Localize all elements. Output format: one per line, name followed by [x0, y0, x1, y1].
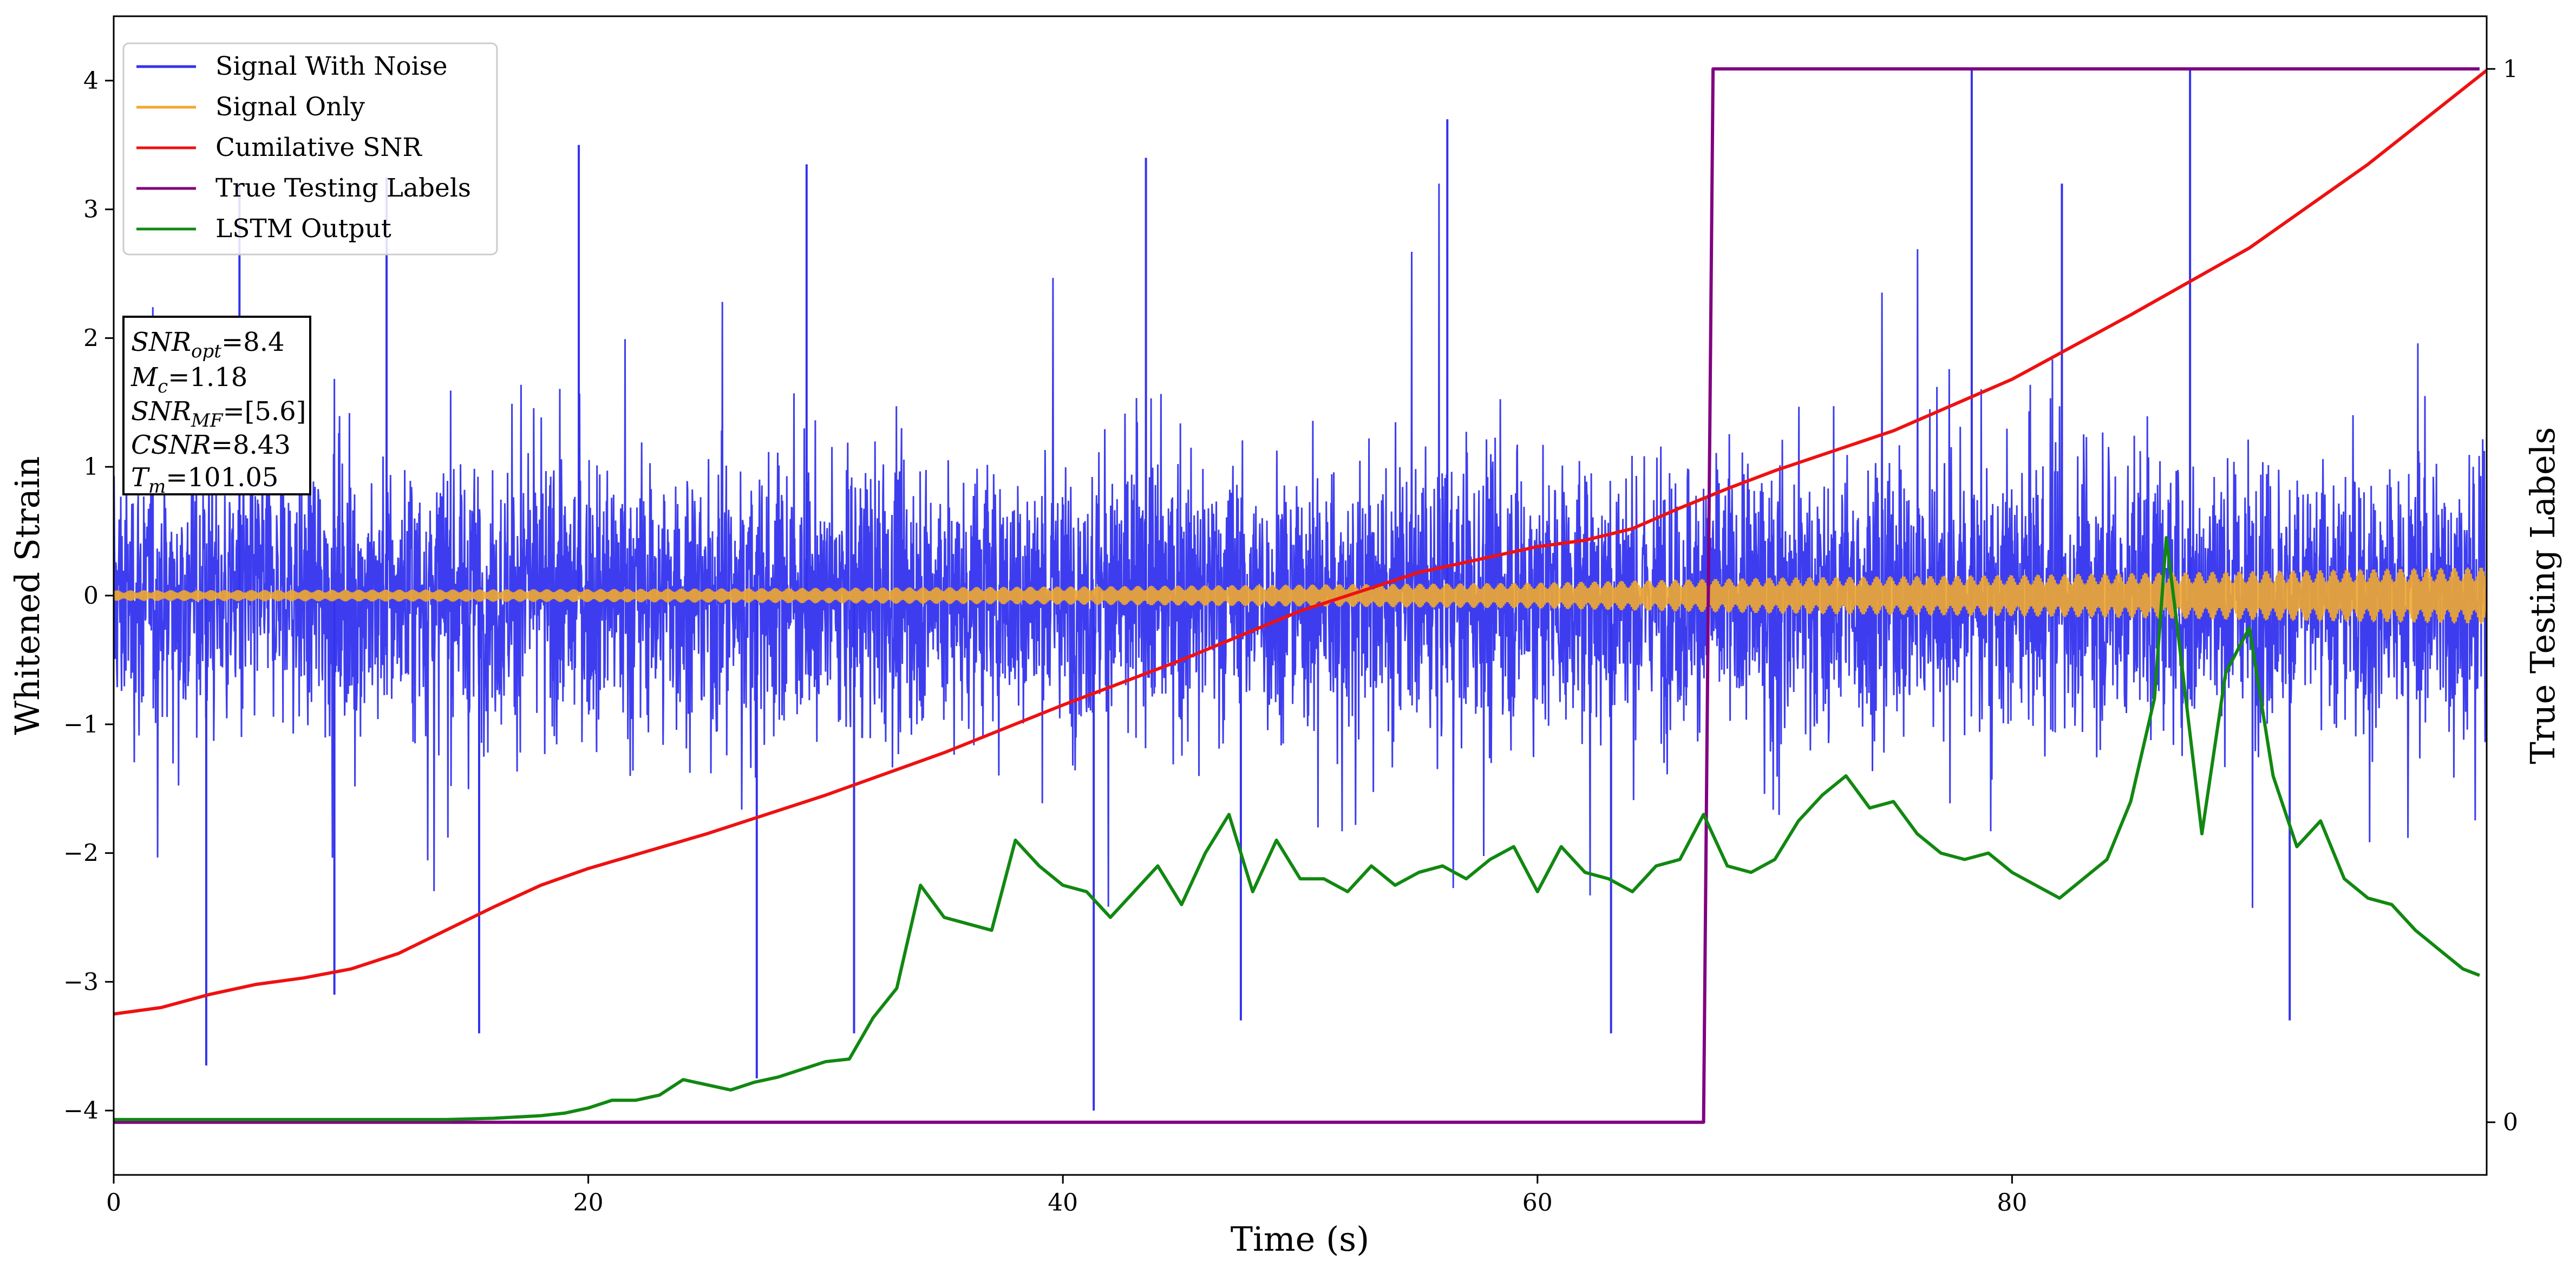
y-axis-ticks: −4 −3 −2 −1 0 1 2 3 4	[63, 67, 114, 1125]
true-testing-labels-line	[114, 67, 2480, 1124]
y2-axis-ticks: 01	[2487, 55, 2518, 1136]
tm-text: Tm=101.05	[131, 462, 278, 498]
series-lstm-output	[114, 536, 2480, 1121]
legend-box	[122, 42, 498, 256]
y2-tick-label: 1	[2503, 55, 2518, 83]
y2-tick-label: 0	[2503, 1109, 2518, 1136]
x-axis-ticks: 0 20 40 60 80	[106, 1175, 2027, 1217]
legend: Signal With Noise Signal Only Cumilative…	[122, 42, 498, 256]
x-axis-label: Time (s)	[1231, 1219, 1370, 1259]
y-tick-label: 4	[83, 67, 99, 95]
x-tick-label: 60	[1522, 1189, 1553, 1217]
y-tick-label: 0	[83, 582, 99, 610]
legend-label-signal-only: Signal Only	[215, 92, 365, 122]
y-tick-label: −3	[63, 968, 99, 996]
legend-label-signal-with-noise: Signal With Noise	[215, 51, 448, 81]
series-signal-only	[114, 567, 2487, 624]
y-tick-label: −4	[63, 1097, 99, 1125]
series-true-testing-labels	[114, 67, 2480, 1124]
y-axis-label: Whitened Strain	[8, 456, 47, 735]
signal-only-line	[114, 567, 2487, 624]
mc-text: Mc=1.18	[130, 362, 247, 397]
series-signal-with-noise	[114, 68, 2487, 1111]
signal-with-noise-line	[114, 184, 2487, 908]
series-cumulative-snr	[114, 69, 2487, 1016]
parameter-box-frame	[122, 316, 311, 495]
legend-label-cumulative-snr: Cumilative SNR	[215, 133, 422, 162]
x-tick-label: 0	[106, 1189, 121, 1217]
snr-mf-text: SNRMF=[5.6]	[131, 396, 306, 432]
y2-axis-label: True Testing Labels	[2523, 427, 2562, 765]
y-tick-label: 3	[83, 196, 99, 224]
y-tick-label: −2	[63, 840, 99, 867]
snr-opt-text: SNRopt=8.4	[131, 327, 285, 362]
x-tick-label: 20	[573, 1189, 604, 1217]
legend-label-lstm-output: LSTM Output	[215, 214, 391, 244]
legend-label-true-testing-labels: True Testing Labels	[215, 173, 471, 203]
lstm-output-line	[114, 536, 2480, 1121]
y-tick-label: 1	[83, 453, 99, 481]
y-tick-label: 2	[83, 324, 99, 352]
csnr-text: CSNR=8.43	[131, 430, 291, 460]
x-tick-label: 40	[1048, 1189, 1078, 1217]
x-tick-label: 80	[1997, 1189, 2027, 1217]
cumulative-snr-line	[114, 69, 2487, 1016]
parameter-box: SNRopt=8.4 Mc=1.18 SNRMF=[5.6] CSNR=8.43…	[122, 316, 311, 498]
y-tick-label: −1	[63, 711, 99, 739]
